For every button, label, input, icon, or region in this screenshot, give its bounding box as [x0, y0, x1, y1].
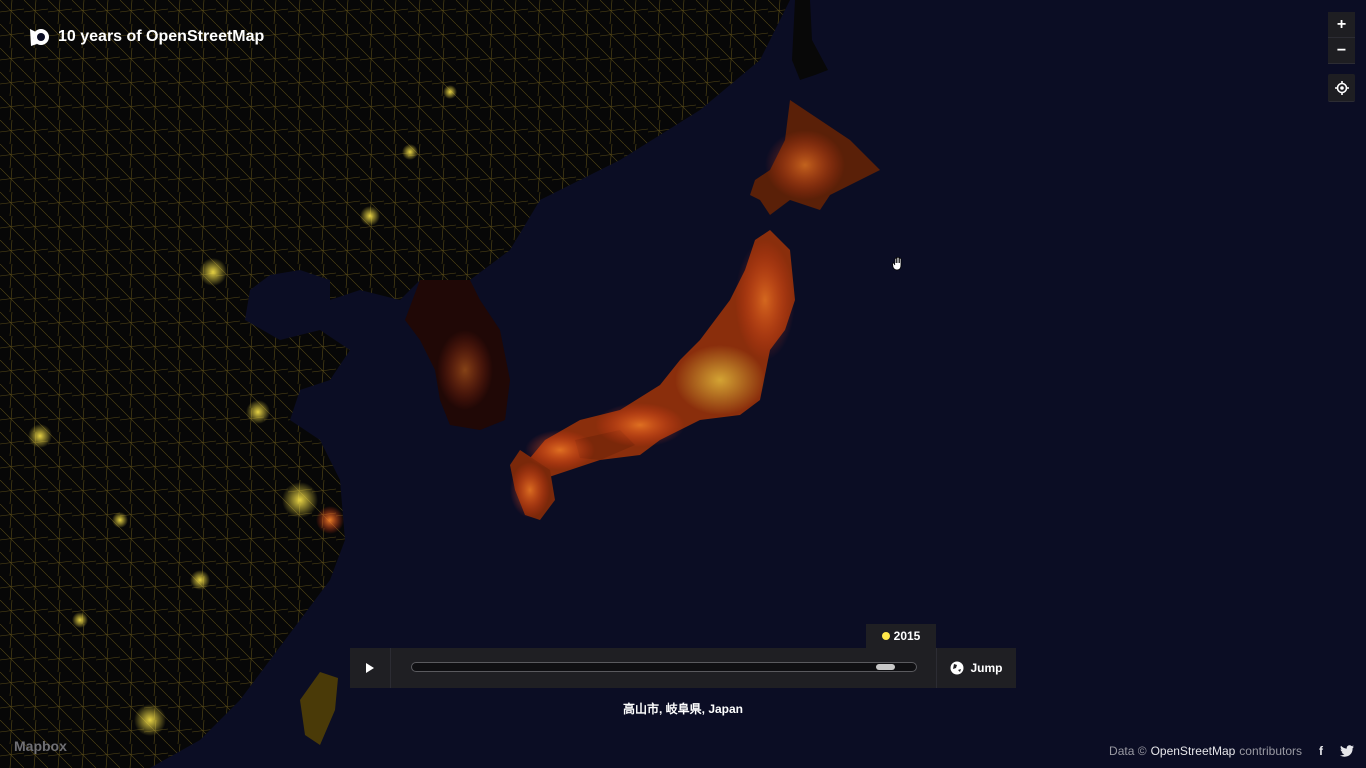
attribution-suffix: contributors: [1239, 744, 1302, 758]
jump-label: Jump: [970, 661, 1003, 675]
facebook-icon[interactable]: f: [1319, 744, 1323, 758]
taiwan: [300, 672, 338, 745]
timeline-slider[interactable]: [391, 648, 936, 688]
play-button[interactable]: [350, 648, 391, 688]
timeline-track[interactable]: [411, 662, 917, 672]
timeline-bar: Jump: [350, 648, 1016, 688]
twitter-icon[interactable]: [1340, 744, 1354, 758]
app-title[interactable]: 10 years of OpenStreetMap: [28, 26, 264, 48]
zoom-controls: + −: [1328, 12, 1355, 64]
hand-cursor-icon: [892, 256, 902, 271]
year-label: 2015: [893, 629, 921, 643]
zoom-out-button[interactable]: −: [1328, 38, 1355, 64]
app-title-text: 10 years of OpenStreetMap: [58, 28, 265, 45]
attribution: Data © OpenStreetMap contributors f: [1109, 744, 1354, 758]
osm-link[interactable]: OpenStreetMap: [1150, 744, 1236, 758]
year-badge: 2015: [866, 624, 936, 648]
zoom-in-button[interactable]: +: [1328, 12, 1355, 38]
location-label: 高山市, 岐阜県, Japan: [622, 702, 744, 716]
year-color-dot: [881, 632, 890, 640]
sakhalin: [792, 0, 828, 80]
japan-road-glow: [437, 130, 845, 518]
city-lights: [28, 85, 457, 736]
play-icon: [366, 663, 374, 673]
globe-icon: [950, 661, 964, 675]
mapbox-logo[interactable]: Mapbox: [14, 738, 67, 754]
jump-button[interactable]: Jump: [936, 648, 1016, 688]
locate-button[interactable]: [1328, 74, 1355, 102]
timeline-thumb[interactable]: [875, 664, 895, 670]
crosshair-icon: [1334, 80, 1349, 95]
attribution-prefix: Data ©: [1109, 744, 1147, 758]
osm-logo-icon: [30, 29, 49, 46]
